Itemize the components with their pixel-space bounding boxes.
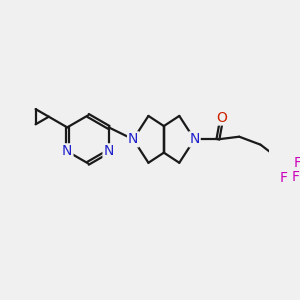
Text: O: O — [217, 110, 227, 124]
Text: F: F — [292, 170, 300, 184]
Text: F: F — [280, 172, 288, 185]
Text: N: N — [189, 132, 200, 146]
Text: N: N — [128, 132, 138, 146]
Text: F: F — [294, 156, 300, 170]
Text: N: N — [62, 144, 72, 158]
Text: N: N — [103, 144, 114, 158]
